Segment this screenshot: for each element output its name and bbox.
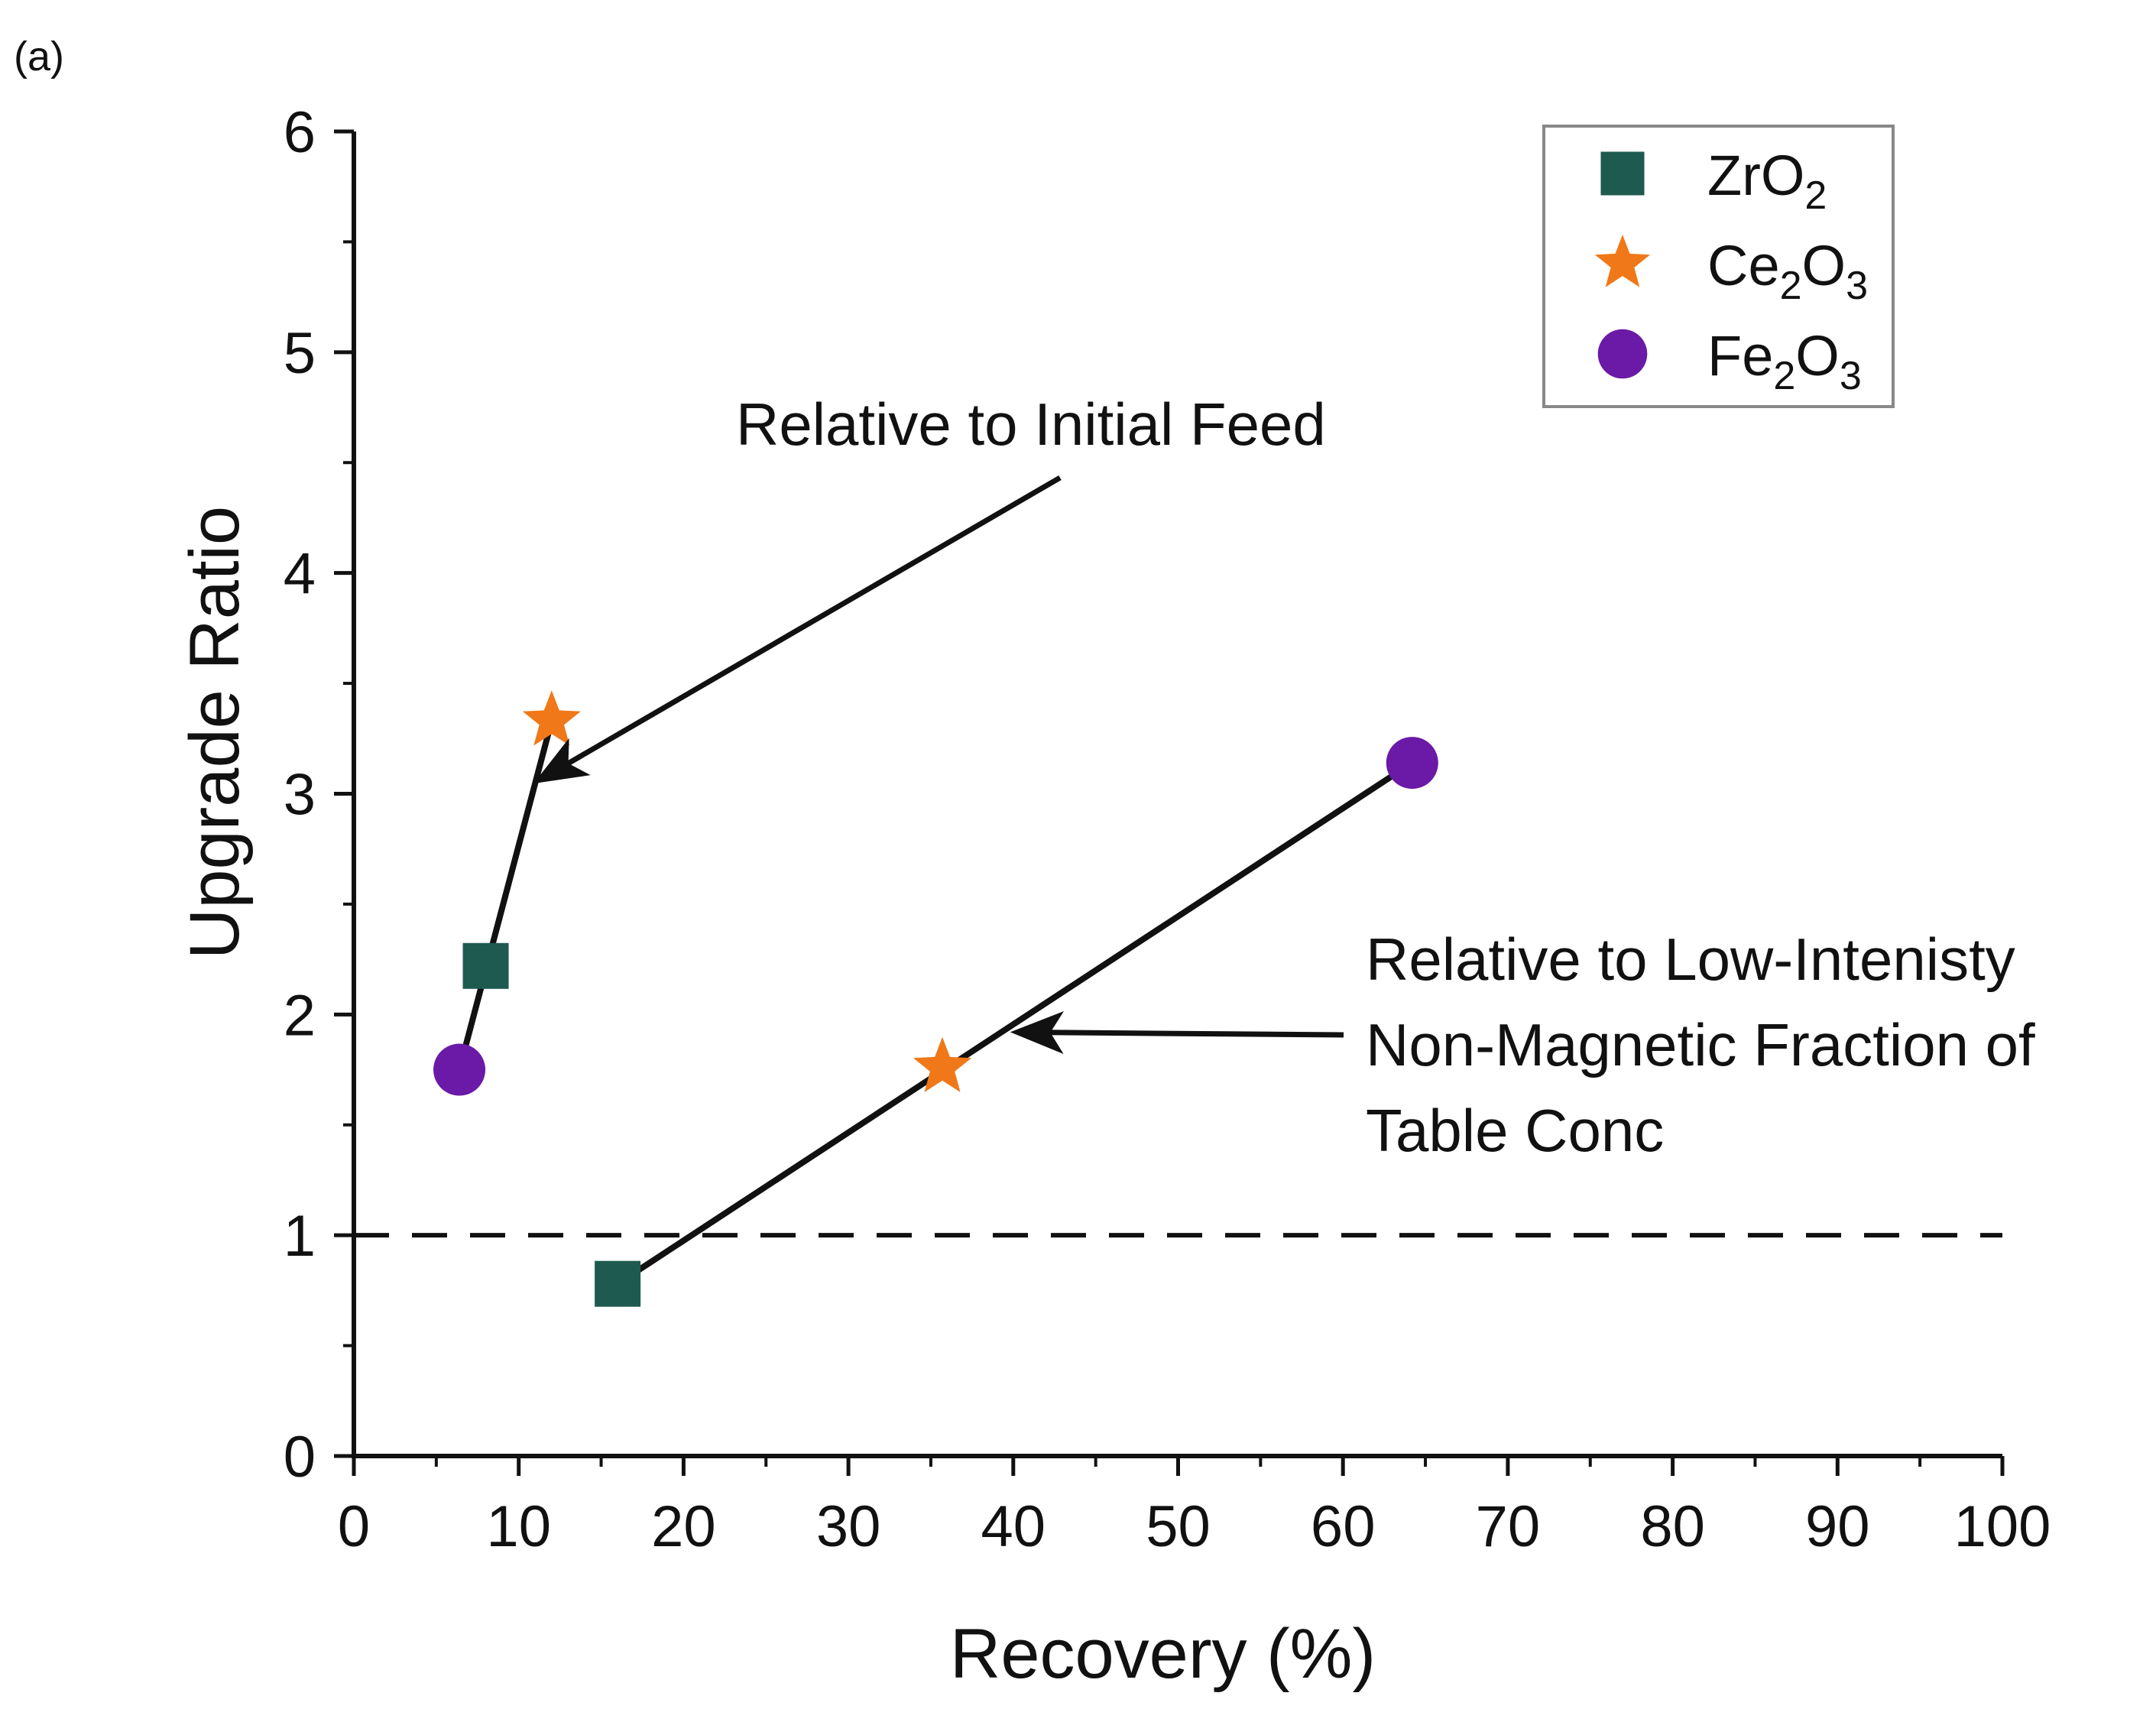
y-axis-title: Upgrade Ratio (176, 506, 254, 959)
trend-line (614, 760, 1415, 1287)
legend-subscript: 3 (1846, 264, 1868, 308)
x-tick-label: 70 (1476, 1494, 1541, 1559)
y-tick-label: 4 (284, 542, 316, 607)
data-point-zro2-2 (595, 1260, 641, 1307)
legend-marker-fe2o3 (1597, 329, 1648, 379)
legend-subscript: 3 (1840, 354, 1862, 398)
trend-line (456, 718, 555, 1073)
legend-text-part: ZrO (1707, 144, 1804, 207)
legend-text-part: O (1802, 234, 1846, 297)
x-tick-label: 60 (1311, 1494, 1376, 1559)
legend-text-part: Ce (1707, 234, 1780, 297)
y-tick-label: 0 (284, 1425, 316, 1490)
x-axis-title: Recovery (%) (950, 1615, 1376, 1693)
y-tick-label: 5 (284, 321, 316, 386)
data-point-ce2o3-2 (913, 1036, 972, 1092)
data-point-fe2o3-1 (433, 1043, 486, 1096)
annotation-low-intensity-line: Relative to Low-Intenisty (1366, 926, 2015, 993)
legend-marker-ce2o3 (1594, 235, 1651, 287)
y-tick-label: 2 (284, 983, 316, 1048)
x-tick-label: 80 (1640, 1494, 1705, 1559)
data-point-fe2o3-2 (1386, 737, 1438, 790)
legend-label-fe2o3: Fe2O3 (1707, 324, 1862, 398)
y-tick-label: 1 (284, 1204, 316, 1269)
annotation-low-intensity-line: Table Conc (1366, 1097, 1664, 1164)
annotation-low-intensity-line: Non-Magnetic Fraction of (1366, 1011, 2035, 1078)
x-tick-label: 30 (816, 1494, 881, 1559)
annotation-initial-feed: Relative to Initial Feed (736, 391, 1326, 458)
x-tick-label: 20 (651, 1494, 716, 1559)
legend-label-zro2: ZrO2 (1707, 144, 1827, 218)
data-point-ce2o3-1 (522, 690, 581, 746)
panel-label: (a) (14, 34, 64, 79)
x-tick-label: 100 (1954, 1494, 2051, 1559)
legend-subscript: 2 (1773, 354, 1795, 398)
legend-text-part: Fe (1707, 324, 1773, 388)
x-tick-label: 40 (981, 1494, 1046, 1559)
y-tick-label: 6 (284, 100, 316, 165)
legend-subscript: 2 (1804, 173, 1827, 218)
legend-text-part: O (1795, 324, 1840, 388)
x-tick-label: 0 (338, 1494, 370, 1559)
y-tick-label: 3 (284, 763, 316, 828)
annotation-arrow-initial-feed (533, 475, 1062, 784)
legend-label-ce2o3: Ce2O3 (1707, 234, 1868, 308)
x-tick-label: 10 (486, 1494, 551, 1559)
legend-subscript: 2 (1780, 264, 1802, 308)
x-tick-label: 90 (1805, 1494, 1870, 1559)
legend-marker-zro2 (1600, 151, 1645, 196)
x-tick-label: 50 (1146, 1494, 1211, 1559)
data-point-zro2-1 (462, 942, 509, 989)
annotation-arrow-low-intensity (1010, 1011, 1344, 1055)
